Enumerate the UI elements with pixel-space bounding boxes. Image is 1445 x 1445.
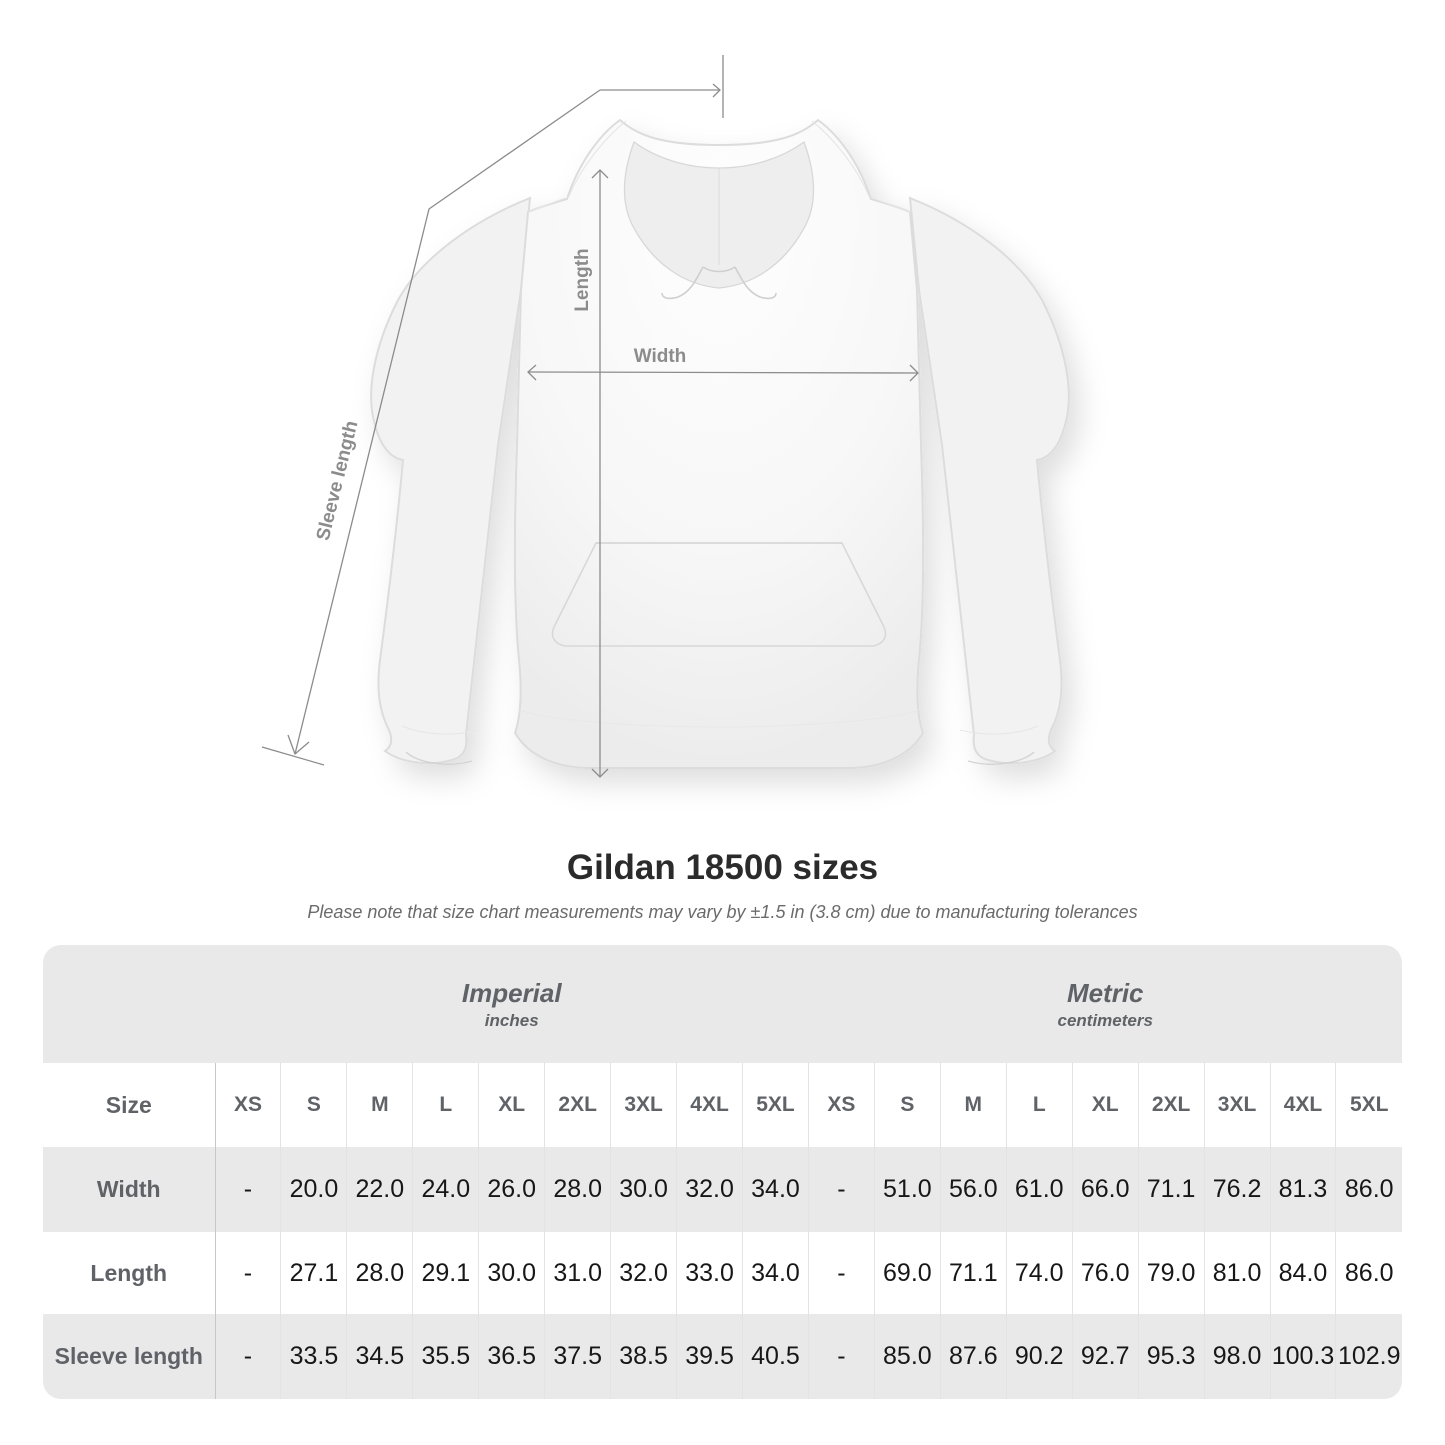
svg-text:Width: Width	[634, 346, 687, 367]
svg-text:Sleeve length: Sleeve length	[313, 419, 363, 543]
svg-text:Length: Length	[572, 248, 593, 311]
